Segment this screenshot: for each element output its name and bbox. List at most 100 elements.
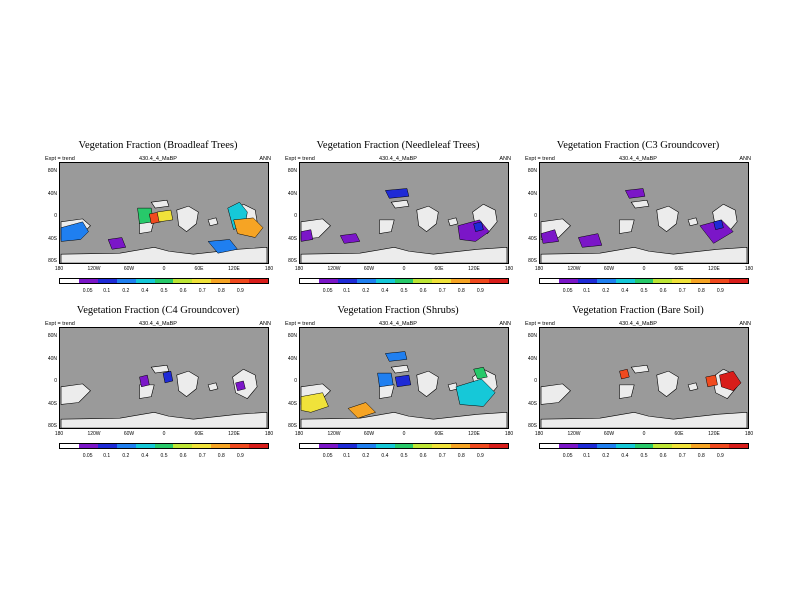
colorbar-swatch [634, 279, 654, 283]
lon-tick-label: 60W [603, 266, 615, 272]
colorbar-swatch [540, 444, 559, 448]
colorbar-label: 0.2 [122, 288, 130, 294]
land-region [60, 246, 268, 263]
lat-tick-label: 80N [47, 168, 57, 174]
vegetation-fraction-region [624, 188, 646, 199]
colorbar-swatch [653, 444, 673, 448]
colorbar-swatch [97, 279, 117, 283]
colorbar-swatch [489, 444, 508, 448]
lon-tick-label: 60E [434, 266, 444, 272]
lon-tick-label: 0 [162, 431, 166, 437]
colorbar-swatch [729, 279, 748, 283]
colorbar-swatch [97, 444, 117, 448]
colorbar-swatch [375, 444, 395, 448]
lon-tick-label: 60E [674, 431, 684, 437]
colorbar-label: 0.4 [141, 453, 149, 459]
land-region [619, 219, 635, 234]
land-region [390, 199, 410, 209]
expt-label: Expt = trend [285, 156, 315, 162]
land-region [630, 199, 650, 209]
colorbar-swatch [300, 444, 319, 448]
lon-tick-label: 120E [708, 431, 720, 437]
expt-label: Expt = trend [525, 321, 555, 327]
colorbar-label: 0.4 [621, 288, 629, 294]
map-plot [299, 327, 509, 429]
vegetation-fraction-region [713, 219, 724, 230]
lon-tick-label: 60W [603, 431, 615, 437]
colorbar-swatch [154, 279, 174, 283]
colorbar-swatch [413, 444, 433, 448]
colorbar-swatch [470, 279, 490, 283]
vegetation-fraction-region [384, 188, 410, 199]
land-region [176, 370, 199, 397]
panel-title: Vegetation Fraction (C4 Groundcover) [76, 305, 240, 316]
season-label: ANN [499, 156, 511, 162]
lat-tick-label: 40N [527, 190, 537, 197]
colorbar-swatch [653, 279, 673, 283]
lon-tick-label: 120W [87, 266, 101, 272]
colorbar-swatch [211, 279, 231, 283]
panel-title: Vegetation Fraction (Shrubs) [337, 305, 459, 316]
lon-tick-label: 120W [567, 266, 581, 272]
colorbar-swatch [211, 444, 231, 448]
colorbar-label: 0.5 [400, 453, 408, 459]
lon-tick-label: 60E [194, 266, 204, 272]
colorbar-swatch [116, 444, 136, 448]
lat-tick-label: 80N [287, 168, 297, 174]
colorbar-swatch [249, 444, 268, 448]
vegetation-fraction-region [60, 221, 89, 242]
colorbar-label: 0.1 [343, 453, 351, 459]
colorbar-label: 0.9 [236, 453, 244, 459]
map-plot [539, 327, 749, 429]
expt-label: Expt = trend [45, 156, 75, 162]
colorbar-label: 0.9 [236, 288, 244, 294]
vegetation-fraction-region [394, 374, 412, 388]
colorbar-label: 0.5 [640, 288, 648, 294]
lat-tick-label: 40S [288, 235, 297, 242]
lon-tick-label: 180 [294, 431, 304, 437]
land-region [416, 370, 439, 397]
colorbar-label: 0.5 [400, 288, 408, 294]
land-region [687, 382, 699, 392]
vegetation-fraction-region [107, 237, 127, 250]
colorbar-label: 0.1 [103, 288, 111, 294]
colorbar-label: 0.1 [103, 453, 111, 459]
season-label: ANN [499, 321, 511, 327]
lat-tick-label: 80S [48, 423, 57, 429]
colorbar-label: 0.7 [678, 288, 686, 294]
colorbar-label: 0.05 [82, 453, 93, 459]
colorbar-swatch [540, 279, 559, 283]
map-panel-c3: Vegetation Fraction (C3 Groundcover) Expt… [523, 140, 753, 315]
colorbar-swatch [615, 279, 635, 283]
land-region [150, 364, 170, 374]
colorbar-swatch [230, 444, 250, 448]
lat-tick-label: 40N [287, 190, 297, 197]
lon-tick-label: 180 [54, 431, 64, 437]
colorbar-swatch [394, 279, 414, 283]
lon-tick-label: 0 [642, 266, 646, 272]
lon-tick-label: 60W [123, 431, 135, 437]
colorbar-label: 0.8 [457, 453, 465, 459]
colorbar-label: 0.6 [419, 288, 427, 294]
vegetation-fraction-region [473, 366, 488, 380]
lon-tick-label: 120W [327, 431, 341, 437]
land-region [540, 246, 748, 263]
colorbar-swatch [173, 444, 193, 448]
land-region [540, 411, 748, 428]
colorbar-label: 0.05 [322, 288, 333, 294]
colorbar-swatch [558, 279, 578, 283]
colorbar-label: 0.8 [697, 453, 705, 459]
lon-tick-label: 0 [402, 266, 406, 272]
colorbar-swatch [116, 279, 136, 283]
colorbar-label: 0.6 [419, 453, 427, 459]
colorbar-swatch [615, 444, 635, 448]
map-panel-broadleaf: Vegetation Fraction (Broadleaf Trees) Exp… [43, 140, 273, 315]
colorbar-swatch [230, 279, 250, 283]
lon-tick-label: 180 [744, 431, 754, 437]
vegetation-fraction-region [339, 233, 361, 244]
lat-tick-label: 40S [48, 400, 57, 407]
vegetation-fraction-region [384, 351, 408, 362]
colorbar-swatch [691, 279, 711, 283]
colorbar-swatch [596, 279, 616, 283]
colorbar-label: 0.6 [659, 453, 667, 459]
